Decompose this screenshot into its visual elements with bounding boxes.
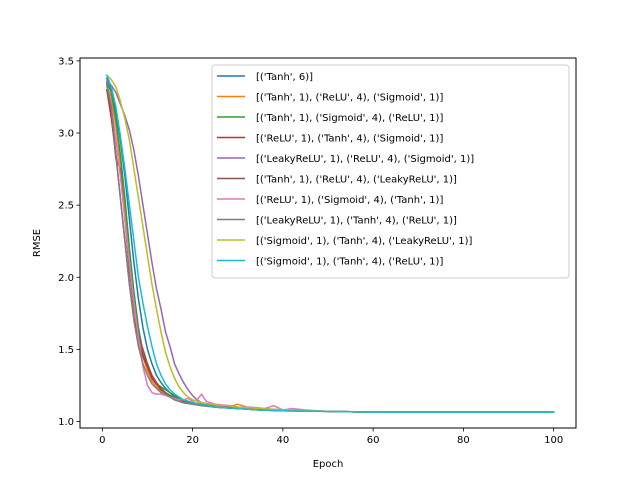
legend-label: [('ReLU', 1), ('Sigmoid', 4), ('Tanh', 1…	[256, 195, 443, 206]
x-tick-label: 0	[99, 435, 105, 446]
y-tick-label: 3.5	[58, 56, 74, 67]
legend-label: [('Tanh', 6)]	[256, 72, 313, 83]
legend-label: [('Sigmoid', 1), ('Tanh', 4), ('LeakyReL…	[256, 236, 472, 247]
series-lines	[105, 74, 555, 413]
legend-label: [('ReLU', 1), ('Tanh', 4), ('Sigmoid', 1…	[256, 134, 443, 145]
plot-frame	[79, 57, 577, 429]
legend-label: [('Tanh', 1), ('Sigmoid', 4), ('ReLU', 1…	[256, 113, 443, 124]
y-axis-label: RMSE	[32, 229, 43, 257]
legend-label: [('Tanh', 1), ('ReLU', 4), ('LeakyReLU',…	[256, 175, 457, 186]
series-line-9	[105, 74, 555, 413]
y-tick-label: 2.5	[58, 201, 74, 212]
legend: [('Tanh', 6)] [('Tanh', 1), ('ReLU', 4), …	[211, 64, 570, 279]
legend-label: [('Tanh', 1), ('ReLU', 4), ('Sigmoid', 1…	[256, 93, 443, 104]
x-axis-ticks: 0 20 40 60 80 100	[99, 428, 563, 446]
x-tick-label: 60	[367, 435, 380, 446]
legend-items: [('Tanh', 6)] [('Tanh', 1), ('ReLU', 4), …	[217, 72, 474, 268]
x-tick-label: 20	[186, 435, 199, 446]
y-tick-label: 1.0	[58, 417, 74, 428]
y-tick-label: 2.0	[58, 273, 74, 284]
x-tick-label: 40	[277, 435, 290, 446]
legend-label: [('LeakyReLU', 1), ('ReLU', 4), ('Sigmoi…	[256, 154, 474, 165]
x-tick-label: 80	[457, 435, 470, 446]
y-axis-ticks: 1.0 1.5 2.0 2.5 3.0 3.5	[58, 56, 80, 428]
series-line-10	[105, 74, 555, 413]
legend-label: [('Sigmoid', 1), ('Tanh', 4), ('ReLU', 1…	[256, 257, 443, 268]
y-tick-label: 1.5	[58, 345, 74, 356]
x-axis-label: Epoch	[313, 459, 344, 470]
x-tick-label: 100	[544, 435, 563, 446]
legend-box	[211, 64, 570, 279]
legend-label: [('LeakyReLU', 1), ('Tanh', 4), ('ReLU',…	[256, 216, 457, 227]
y-tick-label: 3.0	[58, 129, 74, 140]
